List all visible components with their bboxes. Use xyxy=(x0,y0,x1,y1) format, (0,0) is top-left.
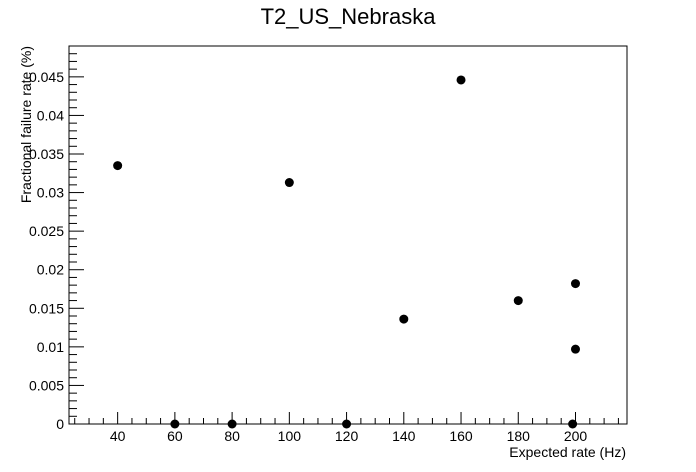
x-tick-labels: 40 60 80 100 120 140 160 180 200 xyxy=(110,428,588,444)
x-tick-label: 200 xyxy=(564,428,588,444)
data-point xyxy=(513,296,523,306)
chart-title: T2_US_Nebraska xyxy=(261,4,437,29)
x-tick-label: 180 xyxy=(507,428,531,444)
data-points xyxy=(113,75,580,429)
y-axis xyxy=(69,53,84,425)
y-tick-label: 0.045 xyxy=(29,69,64,85)
data-point xyxy=(570,344,580,354)
y-tick-label: 0.02 xyxy=(37,262,64,278)
y-tick-label: 0.025 xyxy=(29,223,64,239)
x-tick-label: 40 xyxy=(110,428,126,444)
x-axis-title: Expected rate (Hz) xyxy=(509,444,626,460)
x-tick-label: 120 xyxy=(335,428,359,444)
data-point xyxy=(456,75,466,85)
x-tick-label: 60 xyxy=(167,428,183,444)
data-point xyxy=(113,161,123,171)
y-tick-label: 0.01 xyxy=(37,339,64,355)
data-point xyxy=(568,419,578,429)
y-tick-label: 0.04 xyxy=(37,107,64,123)
y-tick-label: 0.005 xyxy=(29,377,64,393)
data-point xyxy=(284,178,294,188)
plot-frame xyxy=(68,45,628,425)
y-tick-label: 0.015 xyxy=(29,300,64,316)
data-point xyxy=(170,419,180,429)
x-tick-label: 160 xyxy=(449,428,473,444)
y-tick-label: 0.03 xyxy=(37,185,64,201)
x-tick-label: 100 xyxy=(278,428,302,444)
y-tick-label: 0 xyxy=(56,416,64,432)
data-point xyxy=(227,419,237,429)
data-point xyxy=(570,279,580,289)
y-axis-title: Fractional failure rate (%) xyxy=(18,46,34,203)
x-tick-label: 140 xyxy=(392,428,416,444)
data-point xyxy=(342,419,352,429)
y-tick-labels: 0 0.005 0.01 0.015 0.02 0.025 0.03 0.035 0.04 0.0… xyxy=(29,69,64,432)
x-tick-label: 80 xyxy=(224,428,240,444)
y-tick-label: 0.035 xyxy=(29,146,64,162)
data-point xyxy=(399,314,409,324)
